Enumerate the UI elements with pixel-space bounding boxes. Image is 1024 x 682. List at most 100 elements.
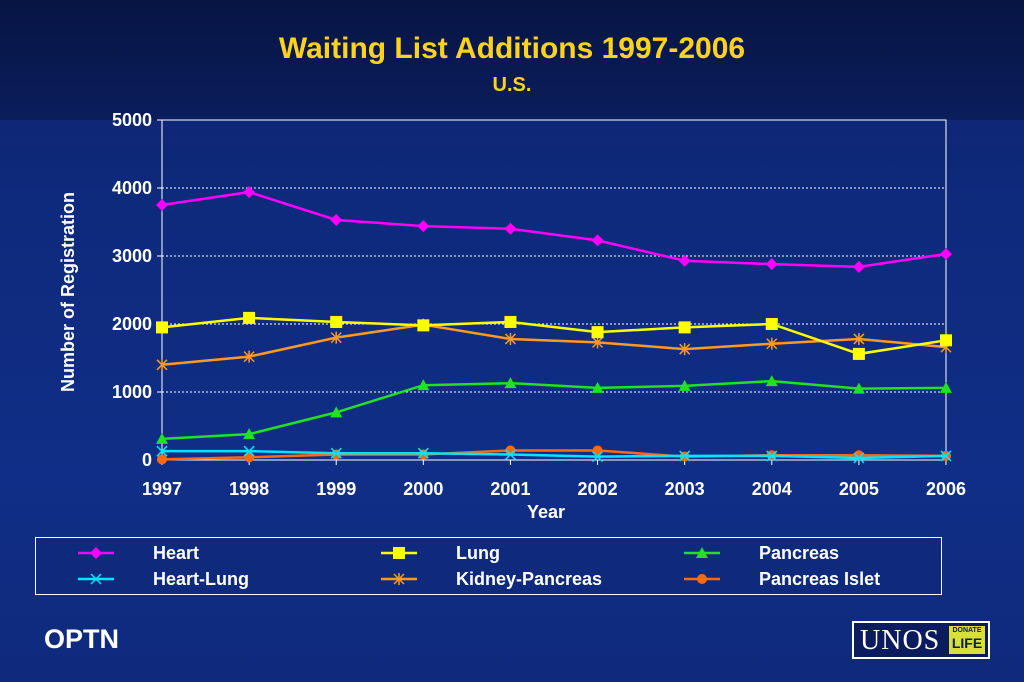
legend-swatch-pancreas <box>684 547 720 558</box>
data-point-pancreas-islet <box>418 449 429 460</box>
series-heart-lung <box>156 445 952 464</box>
data-point-pancreas <box>852 382 865 394</box>
chart-subtitle: U.S. <box>492 74 532 96</box>
data-point-lung <box>940 334 952 347</box>
data-point-heart <box>591 234 604 247</box>
data-point-pancreas-islet <box>157 454 167 465</box>
legend-marker-pancreas-islet <box>697 574 707 584</box>
chart-title: Waiting List Additions 1997-2006 <box>278 32 746 65</box>
legend-marker-lung <box>393 547 405 559</box>
data-point-heart <box>417 220 430 233</box>
donate-life-badge: DONATE LIFE <box>949 626 985 654</box>
data-point-heart-lung <box>766 450 778 462</box>
data-point-lung <box>765 318 778 330</box>
data-point-heart <box>504 222 517 235</box>
legend-label: Lung <box>456 543 500 563</box>
data-point-pancreas <box>591 381 604 393</box>
series-heart <box>156 186 952 273</box>
optn-label: OPTN <box>44 624 120 654</box>
data-point-pancreas-islet <box>331 449 342 460</box>
data-point-pancreas <box>678 379 691 391</box>
data-point-kidney-pancreas <box>853 332 865 345</box>
legend-swatch-heart <box>78 547 114 559</box>
data-point-heart <box>765 258 778 271</box>
unos-logo-text: UNOS <box>860 625 941 656</box>
unos-logo: UNOS DONATE LIFE <box>852 621 990 659</box>
x-tick-label: 1998 <box>229 479 269 499</box>
series-line-heart-lung <box>162 449 947 460</box>
data-point-heart <box>156 199 168 211</box>
data-point-heart-lung <box>504 449 516 461</box>
data-point-heart <box>940 247 952 260</box>
data-point-pancreas <box>243 428 256 440</box>
legend-marker-heart-lung <box>90 573 102 585</box>
y-tick-label: 0 <box>142 450 152 470</box>
data-point-kidney-pancreas <box>504 332 516 345</box>
header-band <box>0 0 1024 120</box>
x-axis-label: Year <box>527 502 565 522</box>
y-tick-label: 3000 <box>112 246 152 266</box>
data-point-heart <box>330 213 343 226</box>
x-tick-label: 2000 <box>403 479 443 499</box>
data-point-kidney-pancreas <box>592 336 604 349</box>
data-point-lung <box>243 311 256 324</box>
data-point-heart <box>678 254 691 267</box>
data-point-heart-lung <box>853 452 865 464</box>
series-line-kidney-pancreas <box>161 323 947 367</box>
legend-marker-kidney-pancreas <box>393 573 405 585</box>
data-point-kidney-pancreas <box>156 358 168 371</box>
legend-label: Pancreas <box>759 543 840 563</box>
data-point-pancreas <box>765 375 778 387</box>
series-lung <box>156 311 952 360</box>
legend-label: Heart <box>153 543 200 563</box>
data-point-lung <box>504 315 517 328</box>
data-point-kidney-pancreas <box>679 343 691 356</box>
legend-swatch-lung <box>381 547 417 559</box>
data-point-kidney-pancreas <box>330 331 342 344</box>
data-point-lung <box>678 321 691 334</box>
legend-label: Kidney-Pancreas <box>456 569 603 589</box>
data-point-kidney-pancreas <box>243 350 255 363</box>
x-tick-label: 2004 <box>752 479 792 499</box>
data-point-heart-lung <box>592 451 604 463</box>
y-tick-label: 4000 <box>112 178 152 198</box>
data-point-pancreas <box>156 432 168 444</box>
data-point-lung <box>852 347 865 360</box>
data-point-kidney-pancreas <box>766 337 778 350</box>
chart-legend: Heart Lung Pancreas Heart-Lung Kidney-Pancre… <box>35 537 942 595</box>
series-line-pancreas <box>161 379 947 441</box>
data-point-heart-lung <box>417 447 429 459</box>
x-tick-label: 2005 <box>839 479 879 499</box>
x-tick-label: 2002 <box>578 479 618 499</box>
legend-marker-heart <box>90 547 102 559</box>
x-tick-label: 2001 <box>490 479 530 499</box>
series-line-heart <box>161 190 947 269</box>
legend-swatch-pancreas-islet <box>684 574 720 584</box>
series-line-pancreas-islet <box>161 449 947 461</box>
data-point-heart <box>243 186 256 199</box>
data-point-heart-lung <box>940 450 952 462</box>
data-point-heart-lung <box>679 450 691 462</box>
data-point-pancreas-islet <box>244 452 255 463</box>
legend-label: Heart-Lung <box>153 569 249 589</box>
data-point-pancreas <box>504 377 517 389</box>
data-point-pancreas <box>940 381 952 393</box>
y-tick-label: 2000 <box>112 314 152 334</box>
x-tick-label: 2003 <box>665 479 705 499</box>
data-point-lung <box>591 326 604 339</box>
series-pancreas <box>156 375 952 444</box>
data-point-lung <box>417 319 430 332</box>
data-point-heart-lung <box>330 447 342 459</box>
plot-area <box>161 119 947 461</box>
legend-swatch-kidney-pancreas <box>381 573 417 585</box>
x-tick-label: 1997 <box>142 479 182 499</box>
data-point-lung <box>330 315 343 328</box>
series-line-lung <box>161 316 947 356</box>
data-point-pancreas-islet <box>592 445 603 456</box>
y-tick-label: 5000 <box>112 110 152 130</box>
data-point-pancreas <box>417 379 430 391</box>
data-point-heart-lung <box>156 445 168 457</box>
y-axis-label: Number of Registration <box>58 192 78 392</box>
legend-label: Pancreas Islet <box>759 569 881 589</box>
